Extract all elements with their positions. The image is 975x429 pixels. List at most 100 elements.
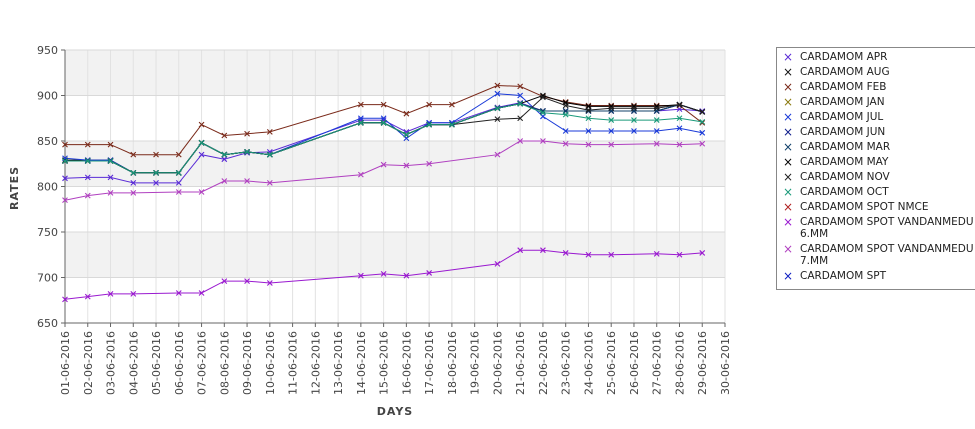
data-point — [608, 141, 615, 148]
data-point — [631, 128, 637, 134]
x-tick-label: 16-06-2016 — [400, 331, 413, 395]
x-tick-label: 03-06-2016 — [105, 331, 118, 395]
x-tick-label: 23-06-2016 — [560, 331, 573, 395]
legend-marker-icon: × — [782, 200, 794, 214]
data-point — [62, 141, 68, 148]
data-point — [221, 132, 228, 139]
legend-item: × CARDAMOM JUN — [777, 126, 975, 138]
x-tick-label: 12-06-2016 — [309, 331, 322, 395]
data-point — [562, 250, 569, 256]
legend-label: CARDAMOM NOV — [800, 171, 890, 183]
data-point — [221, 151, 228, 158]
data-point — [107, 290, 114, 297]
data-point — [653, 128, 660, 134]
data-point — [699, 108, 706, 114]
data-point — [494, 151, 501, 158]
data-point — [198, 151, 205, 158]
x-tick-label: 20-06-2016 — [491, 331, 504, 395]
data-point — [426, 270, 433, 276]
data-point — [562, 102, 569, 109]
data-point — [153, 179, 159, 186]
data-point — [699, 140, 706, 147]
legend-marker-icon: × — [782, 242, 794, 256]
data-point — [380, 119, 387, 126]
data-point — [517, 100, 524, 107]
data-point — [540, 92, 546, 99]
series — [62, 100, 706, 176]
data-point — [380, 270, 387, 277]
data-point — [494, 116, 501, 123]
data-point — [699, 129, 706, 136]
data-point — [653, 250, 660, 257]
x-tick-label: 26-06-2016 — [628, 331, 641, 395]
x-tick-label: 17-06-2016 — [423, 331, 436, 395]
legend-item: × CARDAMOM SPT — [777, 270, 975, 282]
data-point — [175, 179, 182, 186]
series-group — [62, 82, 706, 303]
data-point — [153, 151, 159, 158]
data-point — [449, 121, 455, 128]
data-point — [244, 278, 250, 285]
legend-item: × CARDAMOM NOV — [777, 171, 975, 183]
data-point — [449, 101, 455, 108]
legend-item: × CARDAMOM JAN — [777, 96, 975, 108]
y-axis-ticks: 650 700 750 800 850 900 950 — [37, 44, 65, 330]
legend-label: CARDAMOM JUL — [800, 111, 884, 123]
series — [62, 82, 706, 158]
data-point — [562, 111, 569, 118]
data-point — [175, 189, 182, 195]
legend-marker-icon: × — [782, 155, 794, 169]
y-tick-label: 750 — [37, 226, 58, 239]
legend-marker-icon: × — [782, 269, 794, 283]
legend-marker-icon: × — [782, 95, 794, 109]
data-point — [62, 175, 68, 182]
data-point — [266, 179, 273, 186]
series — [62, 247, 706, 303]
data-point — [244, 149, 250, 156]
data-point — [699, 108, 706, 115]
legend-item: × CARDAMOM FEB — [777, 81, 975, 93]
data-point — [631, 117, 637, 123]
data-point — [84, 174, 91, 181]
x-tick-label: 27-06-2016 — [651, 331, 664, 395]
y-tick-label: 800 — [37, 181, 58, 194]
data-point — [266, 280, 273, 286]
y-tick-label: 900 — [37, 90, 58, 103]
legend-label: CARDAMOM SPOT NMCE — [800, 201, 929, 213]
legend-label: CARDAMOM AUG — [800, 66, 890, 78]
data-point — [426, 121, 433, 128]
legend-label: CARDAMOM JAN — [800, 96, 885, 108]
data-point — [631, 105, 637, 112]
legend-label: CARDAMOM SPOT VANDANMEDU 7.MM — [800, 243, 974, 267]
data-point — [653, 117, 660, 123]
legend: × CARDAMOM APR × CARDAMOM AUG × CARDAMOM FEB ×… — [776, 47, 975, 290]
x-tick-label: 01-06-2016 — [59, 331, 72, 395]
legend-label: CARDAMOM APR — [800, 51, 888, 63]
legend-label: CARDAMOM MAR — [800, 141, 891, 153]
y-tick-label: 650 — [37, 317, 58, 330]
data-point — [130, 290, 137, 297]
series — [62, 138, 706, 204]
legend-label: CARDAMOM JUN — [800, 126, 886, 138]
legend-label: CARDAMOM OCT — [800, 186, 889, 198]
plot-band — [65, 50, 725, 96]
data-point — [62, 197, 68, 204]
data-point — [699, 119, 706, 126]
data-point — [585, 141, 592, 148]
data-point — [107, 189, 114, 196]
data-point — [357, 171, 364, 178]
data-point — [198, 121, 205, 128]
x-tick-label: 07-06-2016 — [196, 331, 209, 395]
data-point — [540, 247, 546, 254]
data-point — [403, 131, 410, 138]
data-point — [153, 169, 159, 176]
data-point — [244, 178, 250, 184]
data-point — [357, 101, 364, 108]
data-point — [517, 83, 524, 90]
legend-marker-icon: × — [782, 140, 794, 154]
data-point — [699, 119, 706, 125]
legend-item: × CARDAMOM SPOT NMCE — [777, 201, 975, 213]
data-point — [699, 250, 706, 256]
legend-item: × CARDAMOM MAY — [777, 156, 975, 168]
data-point — [585, 115, 592, 122]
